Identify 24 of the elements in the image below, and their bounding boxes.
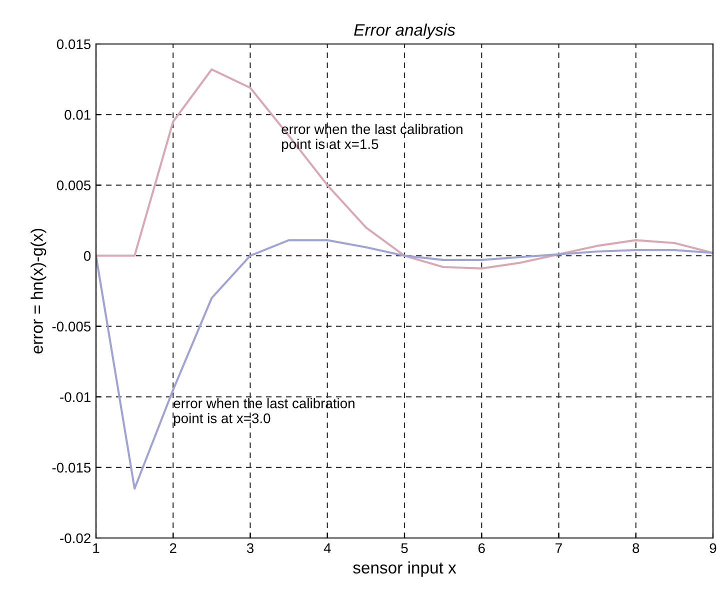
line-series — [96, 68, 713, 270]
x-tick-label: 7 — [556, 543, 562, 553]
x-tick-label: 2 — [170, 543, 176, 553]
annotation: error when the last calibration point is at x=3.0 — [174, 398, 354, 426]
x-axis-title: sensor input x — [353, 561, 456, 577]
y-tick-label: 0.01 — [64, 110, 90, 120]
x-tick-label: 5 — [401, 543, 408, 554]
x-tick-label: 6 — [478, 543, 485, 554]
y-tick-label: 0 — [84, 251, 91, 261]
annotation: error when the last calibration point is at x=1.5 — [282, 124, 462, 152]
y-tick-label: -0.015 — [52, 462, 91, 473]
y-tick-label: -0.005 — [52, 322, 91, 332]
x-tick-label: 3 — [246, 543, 254, 554]
y-tick-label: 0.005 — [56, 180, 91, 190]
y-tick-label: 0.015 — [56, 39, 91, 50]
y-axis-title: error = hn(x)-g(x) — [30, 228, 46, 354]
x-tick-label: 4 — [324, 543, 331, 553]
x-tick-label: 9 — [710, 543, 716, 554]
line-series — [96, 239, 713, 490]
chart-title: Error analysis — [354, 24, 456, 40]
x-tick-label: 8 — [632, 543, 640, 554]
y-tick-label: -0.02 — [60, 533, 90, 544]
x-tick-label: 1 — [93, 543, 100, 553]
y-tick-label: -0.01 — [60, 392, 90, 402]
